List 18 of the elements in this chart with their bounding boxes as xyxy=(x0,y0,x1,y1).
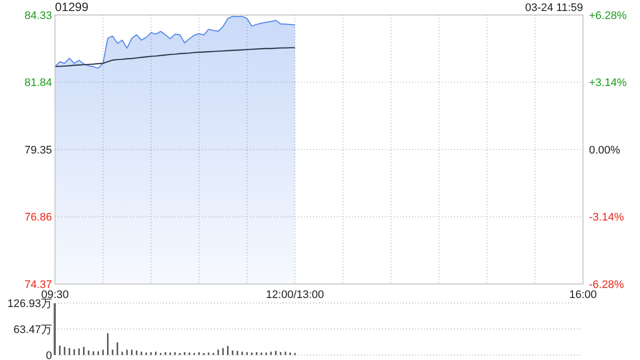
y-tick-label: 79.35 xyxy=(24,144,52,156)
y2-tick-label: +6.28% xyxy=(589,10,627,22)
x-tick-label: 16:00 xyxy=(569,289,597,301)
y-tick-label: 84.33 xyxy=(24,10,52,22)
y-tick-label: 74.37 xyxy=(24,278,52,291)
y-tick-label: 63.47万 xyxy=(13,324,52,336)
y2-tick-label: 0.00% xyxy=(589,144,620,156)
text: 03-24 11:59 xyxy=(525,2,583,14)
chart-title: 01299 xyxy=(55,0,89,14)
y-tick-label: 0 xyxy=(46,350,52,360)
y-tick-label: 76.86 xyxy=(24,212,52,224)
y2-tick-label: -6.28% xyxy=(589,278,624,291)
y-tick-label: 81.84 xyxy=(24,77,52,90)
y2-tick-label: -3.14% xyxy=(589,212,624,224)
y-tick-label: 126.93万 xyxy=(7,298,52,310)
x-tick-label: 12:00/13:00 xyxy=(266,289,324,301)
line-series xyxy=(54,47,296,68)
y2-tick-label: +3.14% xyxy=(589,77,627,90)
